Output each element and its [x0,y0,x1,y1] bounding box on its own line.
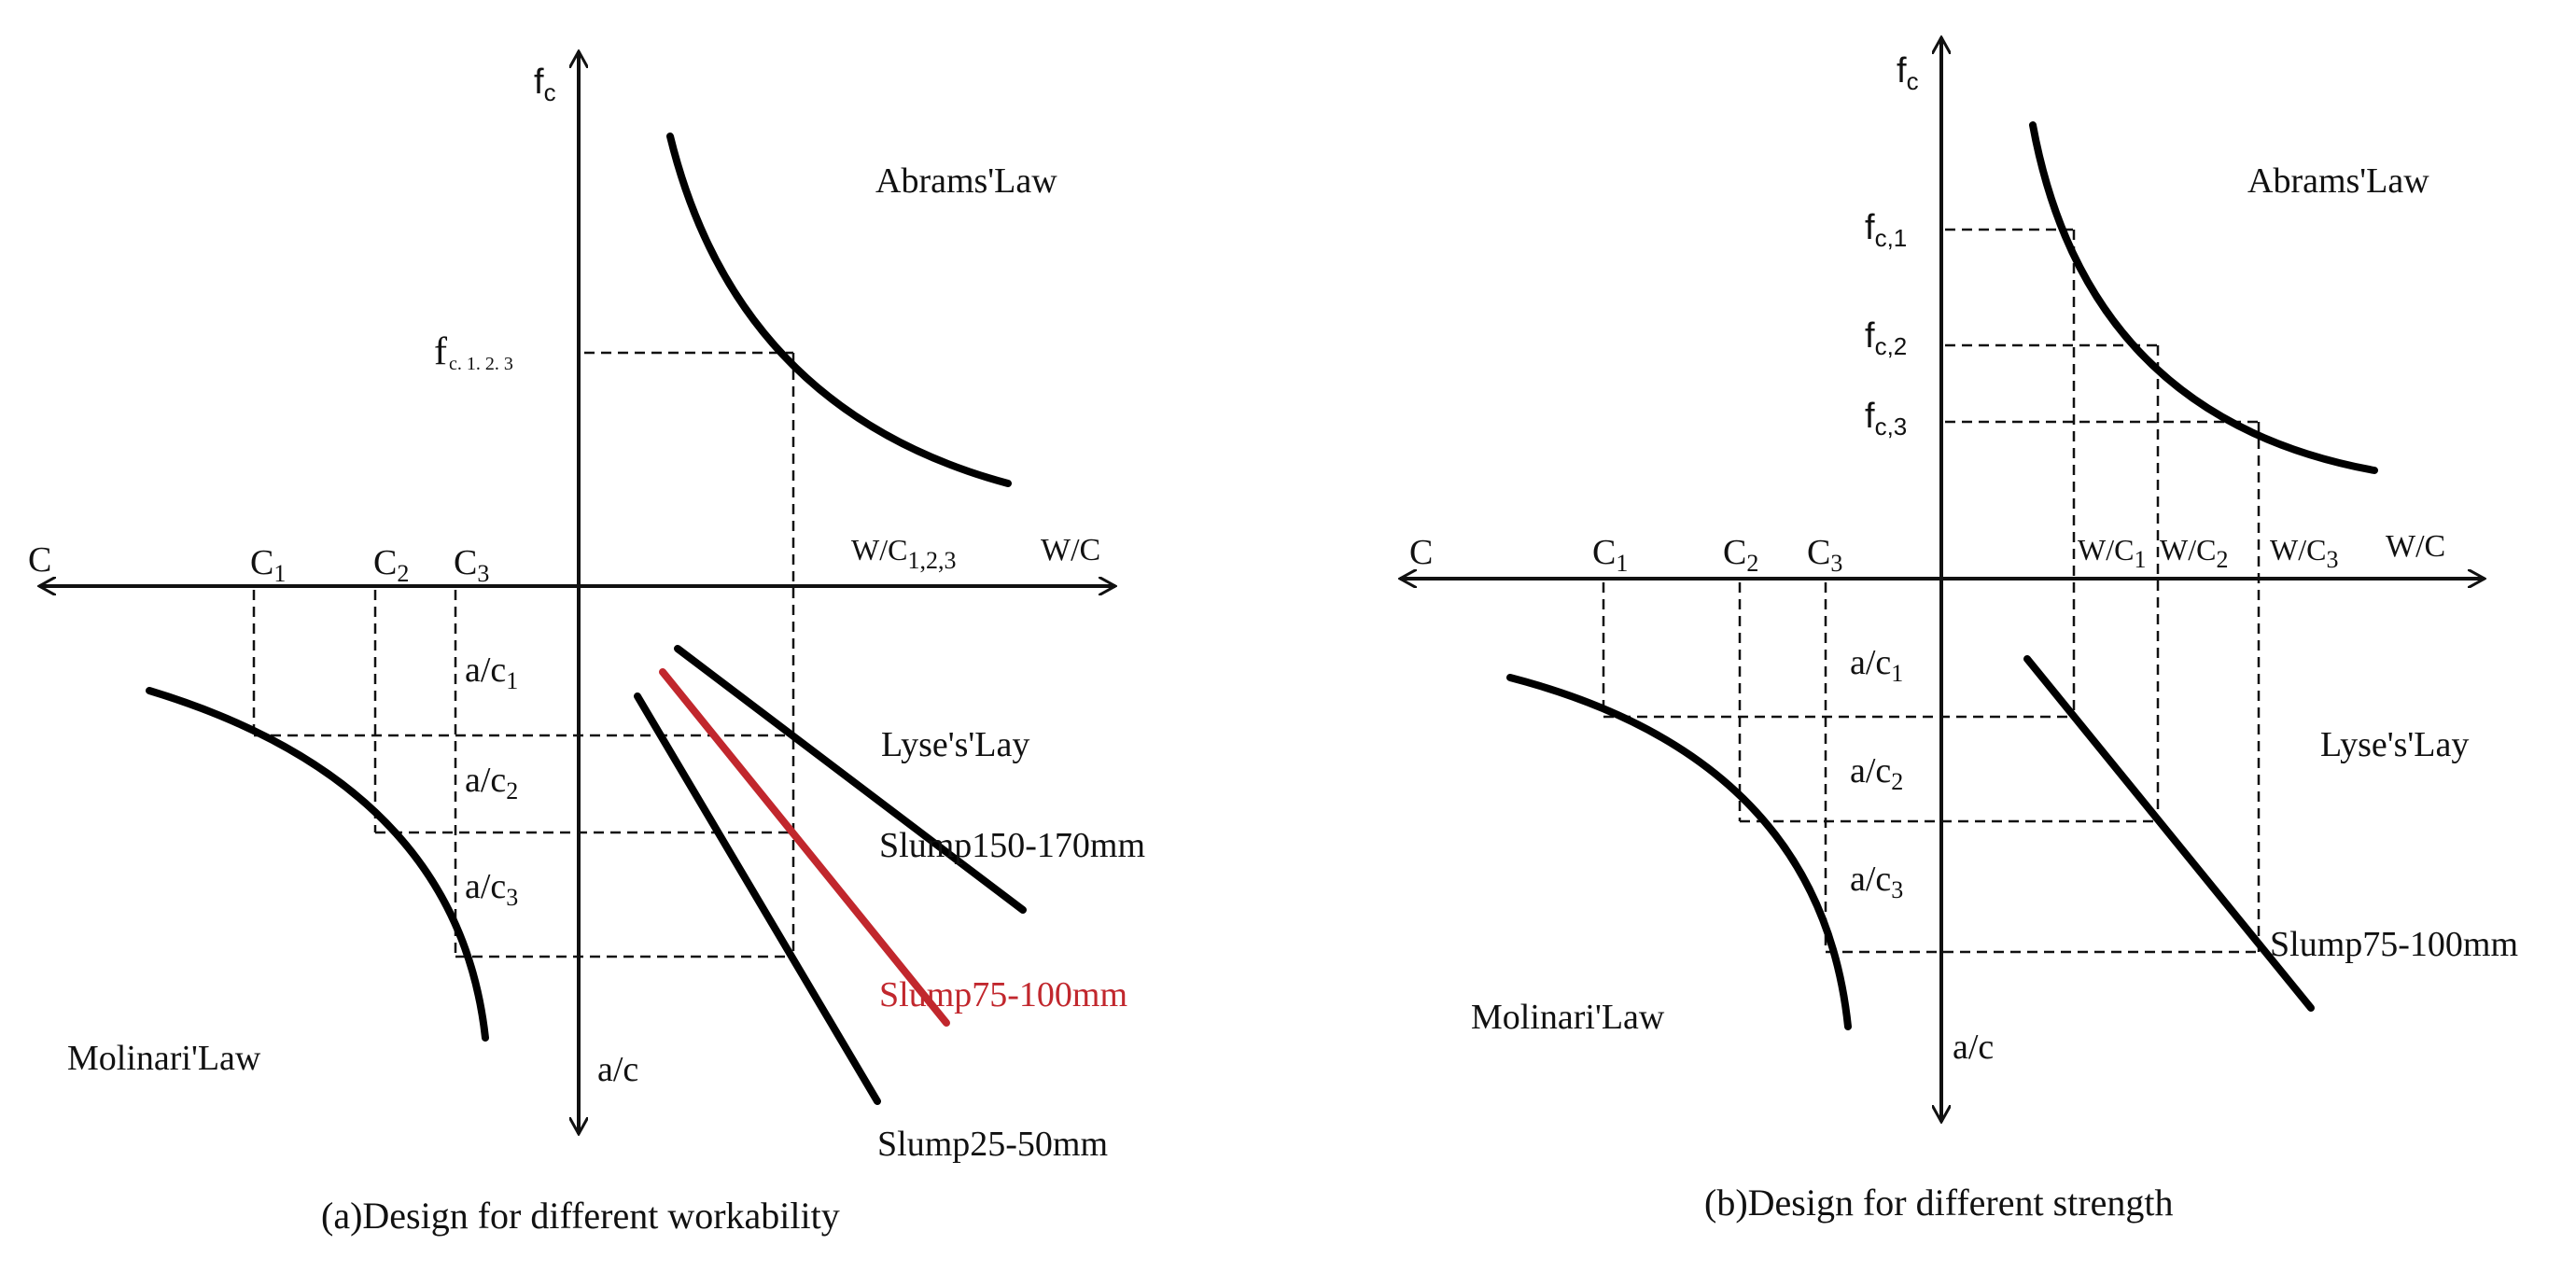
panel-a-slump150-label: Slump150-170mm [879,826,1145,865]
panel-a-abrams-curve [666,133,1012,487]
panel-a-lyse-line-slump25 [634,692,881,1105]
panel-a-c1-label: C1 [250,543,286,587]
panel-b-c2-label: C2 [1723,533,1758,577]
panel-b-slump75-label: Slump75-100mm [2270,925,2518,964]
panel-a-y-neg-label: a/c [597,1050,638,1089]
panel-b-fc2-label: fc,2 [1865,316,1907,360]
panel-a-wc-label: W/C1,2,3 [851,533,956,574]
panel-a-lyse-line-slump75 [659,668,950,1027]
panel-b-ac2-label: a/c2 [1850,751,1903,795]
panel-a-abrams-label: Abrams'Law [875,161,1057,201]
panel-a-c3-label: C3 [454,543,489,587]
panel-b-caption: (b)Design for different strength [1704,1182,2173,1224]
panel-a: fc f c. 1. 2. 3 C W/C W/C1,2,3 C1 C2 C3 a… [28,51,1145,1237]
panel-a-molinari-label: Molinari'Law [67,1039,261,1078]
panel-a-caption: (a)Design for different workability [321,1195,840,1237]
panel-a-x-pos-label: W/C [1041,533,1100,567]
panel-b-c1-label: C1 [1592,533,1628,577]
panel-a-lyse-label: Lyse's'Lay [881,725,1029,764]
panel-b-molinari-curve [1506,674,1852,1030]
panel-a-slump25-label: Slump25-50mm [877,1125,1108,1164]
panel-b-x-pos-label: W/C [2386,529,2445,564]
panel-a-y-axis-label: fc [534,63,556,106]
panel-b-c3-label: C3 [1807,533,1842,577]
panel-b-fc1-label: fc,1 [1865,208,1907,252]
panel-a-ac2-label: a/c2 [465,761,518,804]
panel-a-molinari-curve [146,687,489,1042]
panel-a-ac1-label: a/c1 [465,650,518,694]
panel-a-c2-label: C2 [373,543,409,587]
panel-a-lyse-line-slump150 [674,645,1027,914]
panel-a-slump75-label: Slump75-100mm [879,975,1127,1014]
panel-b-lyse-line [2023,655,2315,1012]
panel-a-fc-label: f c. 1. 2. 3 [434,330,513,374]
panel-b-wc2-label: W/C2 [2160,533,2228,573]
panel-b-ac3-label: a/c3 [1850,860,1903,903]
panel-b-y-axis-label: fc [1897,51,1919,95]
panel-b-lyse-label: Lyse's'Lay [2320,725,2469,764]
panel-b-fc3-label: fc,3 [1865,397,1907,441]
panel-b-wc3-label: W/C3 [2270,533,2338,573]
panel-b-ac1-label: a/c1 [1850,643,1903,687]
panel-b: fc fc,1 fc,2 fc,3 C W/C W/C1 W/C2 W/C3 C… [1400,37,2518,1224]
panel-a-x-neg-label: C [28,540,51,580]
panel-b-abrams-curve [2029,121,2378,474]
panel-b-y-neg-label: a/c [1953,1028,1994,1067]
panel-b-wc1-label: W/C1 [2078,533,2146,573]
panel-b-molinari-label: Molinari'Law [1471,998,1665,1037]
panel-b-x-neg-label: C [1409,533,1433,572]
panel-b-abrams-label: Abrams'Law [2247,161,2429,201]
panel-a-ac3-label: a/c3 [465,867,518,911]
